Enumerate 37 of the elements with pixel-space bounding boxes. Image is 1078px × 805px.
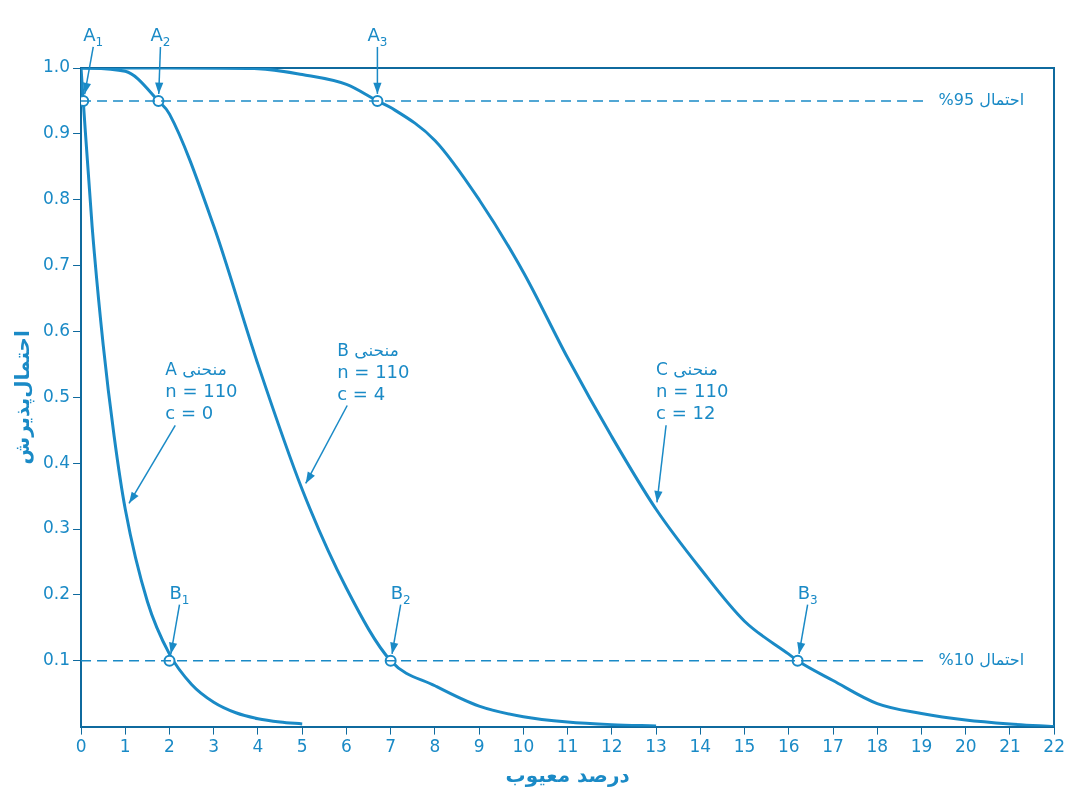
- x-tick-label: 5: [296, 736, 308, 757]
- y-tick-label: 0.7: [42, 254, 71, 274]
- x-tick-label: 9: [473, 736, 485, 757]
- x-tick-label: 19: [910, 736, 933, 757]
- y-tick-label: 1.0: [42, 56, 71, 77]
- x-tick-label: 7: [385, 736, 397, 757]
- x-tick-label: 11: [556, 736, 579, 757]
- x-tick-label: 21: [999, 736, 1021, 757]
- x-tick-label: 8: [429, 736, 441, 757]
- x-tick-label: 22: [1043, 736, 1065, 757]
- x-tick-label: 0: [75, 736, 87, 757]
- x-tick-label: 4: [252, 736, 264, 757]
- y-tick-label: 0.1: [42, 649, 71, 670]
- y-tick-label: 0.9: [42, 122, 71, 143]
- y-axis-title: احتمال‌پذیرش: [10, 330, 36, 465]
- y-tick-label: 0.3: [42, 517, 71, 538]
- x-tick-label: 10: [512, 736, 535, 757]
- x-tick-label: 1: [119, 736, 131, 757]
- ref-line-label: احتمال 95%: [938, 90, 1025, 110]
- x-axis-title: درصد معیوب: [505, 763, 630, 788]
- x-tick-label: 2: [164, 736, 175, 757]
- y-tick-label: 0.2: [42, 583, 71, 604]
- y-tick-label: 0.8: [42, 188, 71, 209]
- x-tick-label: 3: [208, 736, 220, 757]
- x-tick-label: 6: [341, 736, 352, 757]
- x-tick-label: 14: [689, 736, 712, 757]
- x-tick-label: 17: [822, 736, 844, 757]
- x-tick-label: 20: [954, 736, 977, 757]
- x-tick-label: 12: [601, 736, 623, 757]
- y-tick-label: 0.4: [42, 451, 71, 472]
- x-tick-label: 15: [733, 736, 756, 757]
- x-tick-label: 13: [645, 736, 667, 757]
- ref-line-label: احتمال 10%: [938, 649, 1025, 669]
- x-tick-label: 16: [777, 736, 800, 757]
- y-tick-label: 0.5: [42, 385, 71, 406]
- y-tick-label: 0.6: [42, 319, 71, 340]
- x-tick-label: 18: [866, 736, 889, 757]
